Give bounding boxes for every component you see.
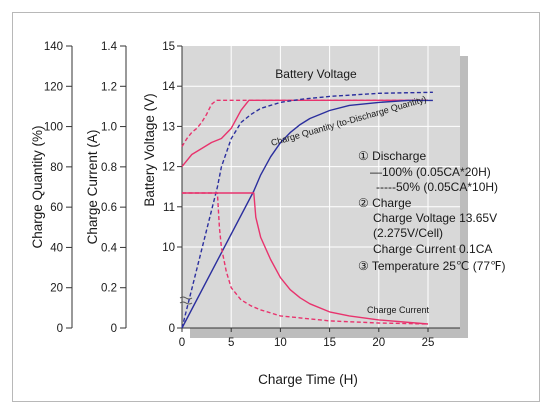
charge-quantity-axis-tick-label-3: 60 [50, 202, 63, 214]
battery-voltage-annotation: Battery Voltage [275, 67, 357, 81]
series-line-4 [182, 192, 429, 325]
battery-voltage-axis-tick-label-6: 15 [162, 41, 175, 53]
charge-current-axis-tick-label-2: 0.4 [101, 242, 118, 254]
x-axis: Charge Time (H) 0 5 10 15 20 25 [179, 328, 435, 387]
battery-voltage-axis-tick-label-3: 12 [162, 162, 175, 174]
battery-voltage-axis-tick-label-4: 13 [162, 121, 175, 133]
charge-current-axis-tick-label-0: 0 [111, 323, 117, 335]
charge-quantity-axis-tick-label-1: 20 [50, 283, 63, 295]
charge-current-axis-tick-label-3: 0.6 [101, 202, 117, 214]
series-line-5 [182, 192, 429, 325]
charge-quantity-axis-tick-label-0: 0 [57, 323, 63, 335]
legend-line-4: Charge Voltage 13.65V [373, 211, 497, 225]
legend-line-5: (2.275V/Cell) [373, 226, 443, 240]
axis-break-mark [179, 296, 193, 305]
x-tick-label-4: 20 [372, 337, 385, 349]
charge-quantity-axis-tick-label-7: 140 [44, 41, 63, 53]
charge-current-axis-tick-label-6: 1.2 [101, 81, 117, 93]
legend-line-2: -----50% (0.05CA*10H) [376, 180, 498, 194]
battery-voltage-axis-label: Battery Voltage (V) [142, 93, 157, 206]
legend-block: ① Discharge —100% (0.05CA*20H)-----50% (0… [358, 149, 506, 273]
legend-line-0: ① Discharge [358, 149, 426, 163]
charge-current-axis-tick-label-4: 0.8 [101, 162, 117, 174]
x-axis-label: Charge Time (H) [258, 372, 358, 387]
battery-voltage-axis-tick-label-2: 11 [163, 202, 175, 214]
charge-quantity-axis-label: Charge Quantity (%) [30, 125, 45, 248]
legend-line-3: ② Charge [358, 196, 412, 210]
y-axes: Charge Quantity (%) Charge Current (A) B… [30, 41, 193, 335]
charge-current-axis-tick-label-1: 0.2 [101, 283, 117, 295]
charge-current-axis-label: Charge Current (A) [85, 130, 100, 245]
series-lines [181, 91, 433, 329]
battery-voltage-axis-tick-label-5: 14 [162, 81, 175, 93]
series-line-1 [181, 99, 428, 147]
x-tick-label-1: 5 [228, 337, 234, 349]
x-tick-label-2: 10 [274, 337, 287, 349]
x-tick-label-3: 15 [323, 337, 336, 349]
legend-line-7: ③ Temperature 25℃ (77℉) [358, 259, 506, 273]
charge-quantity-axis-tick-label-5: 100 [44, 122, 63, 134]
charge-quantity-axis-tick-label-2: 40 [50, 242, 63, 254]
charge-current-axis-tick-label-5: 1.0 [101, 122, 117, 134]
series-line-2 [181, 99, 433, 329]
charge-quantity-axis-tick-label-4: 80 [50, 162, 63, 174]
x-tick-label-0: 0 [179, 337, 185, 349]
x-tick-label-5: 25 [422, 337, 435, 349]
legend-line-1: —100% (0.05CA*20H) [370, 165, 491, 179]
charge-current-axis-tick-label-7: 1.4 [101, 41, 118, 53]
battery-voltage-axis-tick-label-0: 0 [169, 323, 175, 335]
charge-quantity-axis-tick-label-6: 120 [44, 81, 63, 93]
charge-current-annotation: Charge Current [367, 305, 430, 315]
battery-voltage-axis-tick-label-1: 10 [162, 242, 175, 254]
legend-line-6: Charge Current 0.1CA [373, 242, 492, 256]
